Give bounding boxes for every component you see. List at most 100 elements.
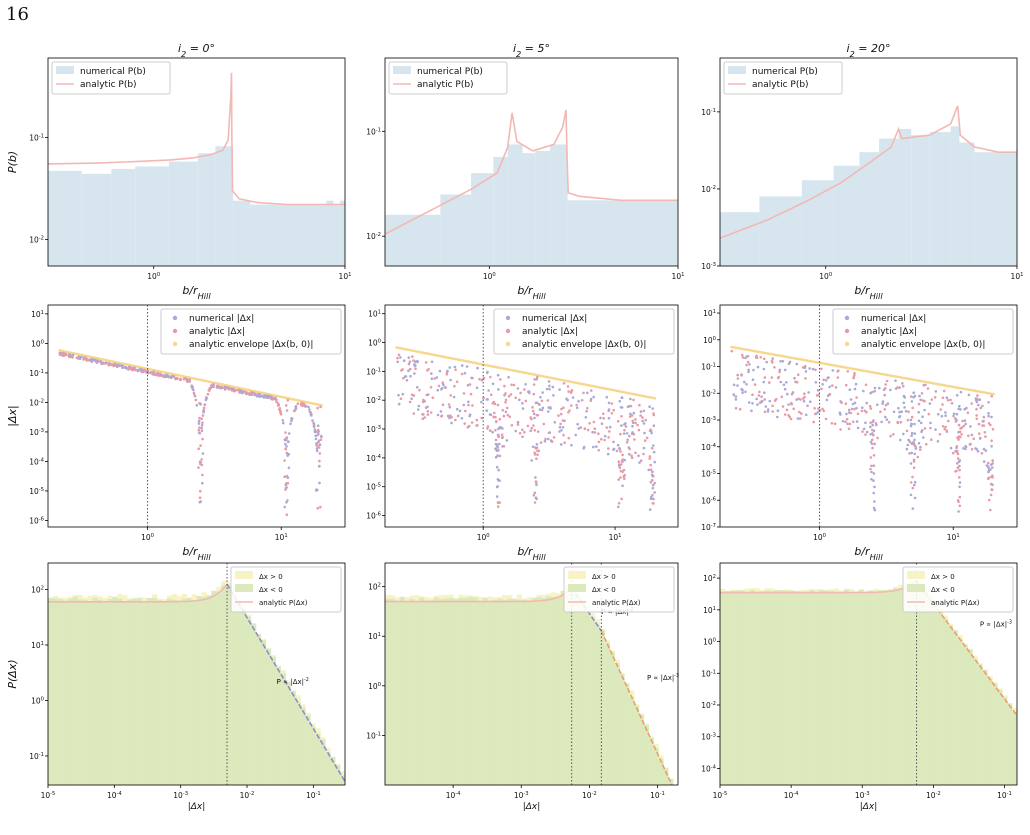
scatter-point — [281, 421, 285, 425]
scatter-point — [624, 422, 627, 425]
scatter-point — [592, 420, 596, 424]
scatter-point — [936, 440, 940, 443]
scatter-point — [441, 403, 445, 407]
scatter-point — [934, 390, 938, 393]
scatter-point — [498, 454, 502, 458]
scatter-point — [488, 429, 492, 432]
scatter-point — [396, 356, 399, 360]
scatter-point — [529, 416, 532, 419]
hist-bar-negative — [419, 597, 425, 785]
y-tick-label: 101 — [368, 632, 381, 641]
scatter-point — [987, 498, 991, 502]
scatter-point — [576, 422, 579, 426]
hist-bar-negative — [176, 600, 182, 785]
scatter-point — [763, 391, 766, 395]
scatter-point — [919, 445, 922, 449]
scatter-point — [804, 370, 808, 373]
hist-bar-negative — [57, 599, 64, 785]
legend: Δx > 0 Δx < 0 analytic P(Δx) — [230, 566, 342, 613]
scatter-point — [618, 447, 621, 450]
scatter-point — [448, 366, 452, 369]
scatter-point — [929, 426, 932, 430]
hist-bar — [801, 180, 834, 266]
scatter-point — [495, 449, 498, 452]
hist-bar-negative — [87, 601, 93, 785]
scatter-point — [771, 357, 774, 360]
scatter-point — [619, 463, 623, 466]
y-tick-label: 10-4 — [29, 457, 44, 466]
scatter-point — [981, 404, 984, 408]
x-tick-label: 101 — [947, 533, 960, 542]
scatter-point — [641, 416, 644, 419]
scatter-point — [497, 449, 500, 452]
scatter-point — [884, 383, 887, 386]
legend-entry: analytic envelope |Δx(b, 0)| — [522, 340, 646, 350]
scatter-point — [104, 362, 107, 365]
scatter-point — [816, 410, 820, 414]
scatter-point — [443, 386, 447, 389]
panel-p20: P ∝ |Δx|-2 10-5 10-4 10-3 10-2 10-1 10-1 100 101… — [6, 562, 346, 812]
scatter-point — [413, 364, 417, 368]
scatter-point — [811, 367, 815, 371]
legend-entry: analytic P(Δx) — [931, 599, 980, 607]
scatter-point — [94, 359, 98, 362]
scatter-point — [889, 388, 892, 392]
hist-bar-negative — [947, 625, 953, 785]
scatter-point — [600, 422, 604, 426]
scatter-point — [845, 417, 849, 421]
scatter-point — [963, 407, 966, 411]
legend-entry: numerical |Δx| — [189, 314, 254, 324]
scatter-point — [831, 384, 834, 387]
hist-bar-negative — [325, 752, 331, 785]
hist-bar-negative — [241, 606, 247, 785]
scatter-point — [440, 415, 443, 418]
scatter-point — [423, 416, 427, 419]
scatter-point — [855, 420, 859, 423]
scatter-point — [736, 373, 739, 377]
scatter-point — [501, 427, 504, 430]
scatter-point — [851, 402, 855, 406]
scatter-point — [559, 422, 562, 426]
scatter-point — [607, 447, 610, 450]
scatter-point — [521, 407, 525, 410]
scatter-point — [870, 477, 873, 481]
y-axis-label: |Δx| — [6, 405, 19, 426]
scatter-point — [647, 468, 650, 472]
scatter-point — [869, 407, 873, 410]
scatter-point — [433, 377, 437, 380]
hist-bar-negative — [156, 600, 163, 785]
scatter-point — [524, 399, 528, 403]
scatter-point — [533, 378, 536, 381]
scatter-point — [870, 470, 873, 474]
scatter-point — [531, 406, 534, 409]
scatter-point — [553, 421, 557, 424]
scatter-point — [544, 437, 547, 441]
scatter-point — [958, 485, 961, 489]
hist-bar-negative — [1012, 711, 1017, 785]
scatter-point — [202, 410, 205, 413]
scatter-point — [826, 376, 830, 380]
hist-bar-negative — [585, 609, 591, 785]
scatter-point — [802, 399, 806, 403]
hist-bar-negative — [629, 696, 635, 785]
scatter-point — [913, 432, 917, 435]
scatter-point — [955, 462, 959, 465]
hist-bar-negative — [246, 616, 252, 785]
scatter-point — [753, 383, 757, 386]
scatter-point — [764, 405, 768, 408]
scatter-point — [917, 419, 921, 423]
scatter-point — [934, 428, 937, 431]
scatter-point — [541, 391, 544, 394]
scatter-point — [930, 398, 934, 401]
scatter-point — [942, 389, 946, 393]
scatter-point — [478, 377, 481, 381]
scatter-point — [207, 389, 211, 392]
scatter-point — [880, 420, 883, 424]
scatter-point — [494, 420, 498, 424]
scatter-point — [638, 403, 641, 407]
scatter-point — [820, 367, 823, 371]
hist-bar-negative — [531, 597, 537, 785]
scatter-point — [157, 372, 160, 375]
scatter-point — [861, 430, 864, 433]
scatter-point — [883, 393, 886, 397]
